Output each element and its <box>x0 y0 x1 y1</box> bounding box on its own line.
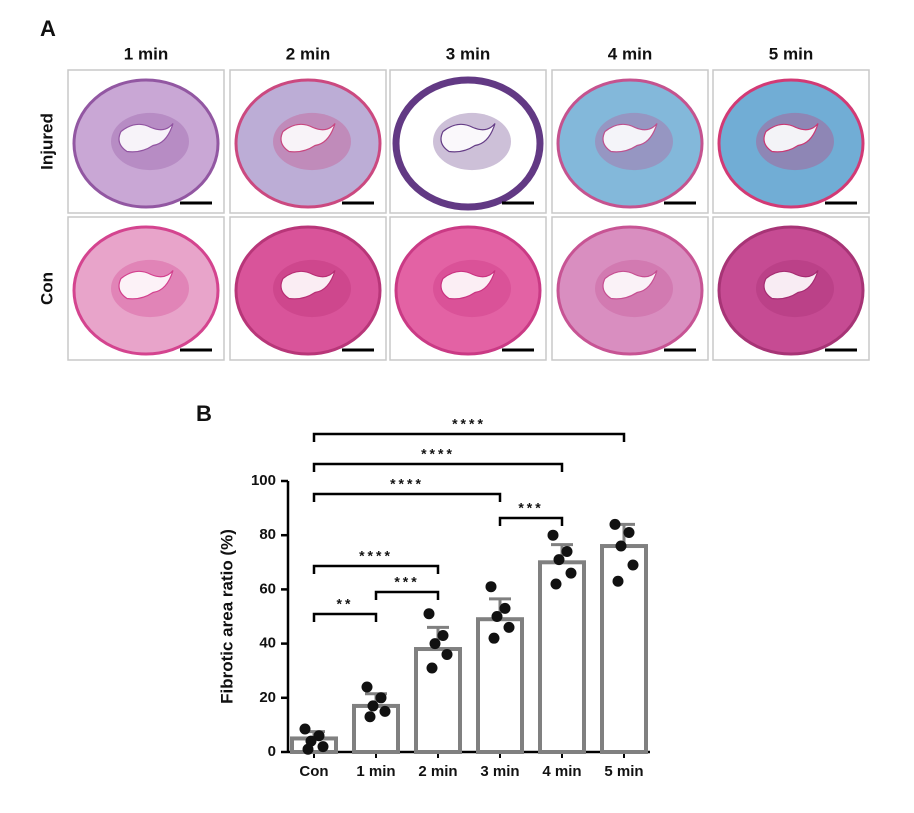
significance-label: **** <box>390 476 424 492</box>
data-point <box>437 629 449 641</box>
y-tick-label: 100 <box>251 472 276 489</box>
significance-label: **** <box>421 446 455 462</box>
data-point <box>423 608 435 620</box>
data-point <box>302 743 314 755</box>
lumen <box>602 123 658 153</box>
y-tick-label: 60 <box>259 580 276 597</box>
data-point <box>553 554 565 566</box>
column-header: 3 min <box>446 44 490 63</box>
data-point <box>499 602 511 614</box>
y-tick-label: 0 <box>268 743 276 760</box>
data-point <box>317 741 329 753</box>
column-header: 1 min <box>124 44 168 63</box>
significance-label: *** <box>394 574 419 590</box>
x-tick-label: 1 min <box>356 763 395 780</box>
lumen <box>440 270 496 300</box>
bar <box>476 617 524 755</box>
x-tick-label: 3 min <box>480 763 519 780</box>
data-point <box>503 621 515 633</box>
significance-label: **** <box>359 548 393 564</box>
column-header: 4 min <box>608 44 652 63</box>
significance-label: *** <box>518 500 543 516</box>
data-point <box>375 692 387 704</box>
y-tick-label: 20 <box>259 689 276 706</box>
data-point <box>441 648 453 660</box>
bar <box>600 544 648 754</box>
data-point <box>615 540 627 552</box>
column-header: 2 min <box>286 44 330 63</box>
data-point <box>488 632 500 644</box>
significance-bracket <box>374 590 440 600</box>
panel-label: B <box>196 401 212 426</box>
bar <box>352 703 400 754</box>
significance-bracket <box>312 564 440 574</box>
significance-label: **** <box>452 416 486 432</box>
significance-bracket <box>498 516 564 526</box>
significance-bracket <box>312 462 564 472</box>
significance-bracket <box>312 432 626 442</box>
data-point <box>364 711 376 723</box>
lumen <box>602 270 658 300</box>
significance-bracket <box>312 492 502 502</box>
data-point <box>429 638 441 650</box>
lumen <box>118 270 174 300</box>
lumen <box>440 123 496 153</box>
data-point <box>627 559 639 571</box>
y-tick-label: 80 <box>259 526 276 543</box>
significance-bracket <box>312 612 378 622</box>
x-tick-label: Con <box>299 763 328 780</box>
lumen <box>763 123 819 153</box>
data-point <box>547 529 559 541</box>
y-axis-label: Fibrotic area ratio (%) <box>217 529 236 704</box>
data-point <box>491 611 503 622</box>
data-point <box>426 662 438 674</box>
row-label: Injured <box>37 113 56 170</box>
data-point <box>367 700 379 712</box>
row-label: Con <box>37 272 56 305</box>
data-point <box>550 578 562 590</box>
significance-label: ** <box>337 596 354 612</box>
data-point <box>561 545 573 557</box>
y-tick-label: 40 <box>259 635 276 652</box>
lumen <box>763 270 819 300</box>
x-tick-label: 4 min <box>542 763 581 780</box>
data-point <box>485 581 497 593</box>
data-point <box>609 518 621 530</box>
lumen <box>118 123 174 153</box>
data-point <box>565 567 577 579</box>
panel-label: A <box>40 16 56 41</box>
data-point <box>612 575 624 587</box>
lumen <box>280 270 336 300</box>
data-point <box>379 705 391 717</box>
lumen <box>280 123 336 153</box>
x-tick-label: 5 min <box>604 763 643 780</box>
data-point <box>313 730 325 742</box>
bar <box>538 560 586 754</box>
data-point <box>623 526 635 538</box>
data-point <box>361 681 373 693</box>
bar <box>414 647 462 755</box>
x-tick-label: 2 min <box>418 763 457 780</box>
column-header: 5 min <box>769 44 813 63</box>
data-point <box>299 723 311 735</box>
